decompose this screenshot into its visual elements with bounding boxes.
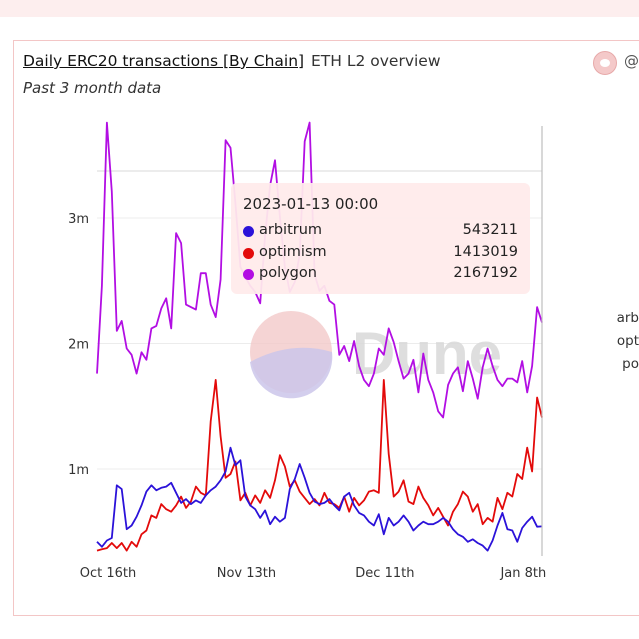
chart-description: Past 3 month data bbox=[23, 79, 162, 97]
hover-tooltip: 2023-01-13 00:00 arbitrum 543211 optimis… bbox=[231, 183, 530, 294]
y-tick-label: 2m bbox=[68, 338, 89, 353]
optimism-dot-icon bbox=[243, 248, 254, 259]
legend-item-optimism[interactable]: opt bbox=[616, 333, 639, 349]
tooltip-series-name: optimism bbox=[259, 244, 327, 260]
x-tick-label: Oct 16th bbox=[80, 566, 137, 581]
dune-logo-wave bbox=[250, 347, 333, 399]
x-tick-label: Jan 8th bbox=[499, 566, 546, 581]
tooltip-series-value: 1413019 bbox=[453, 244, 518, 260]
dashboard-subtitle: ETH L2 overview bbox=[311, 52, 441, 70]
tooltip-series-name: arbitrum bbox=[259, 222, 323, 238]
user-avatar[interactable] bbox=[593, 51, 617, 75]
series-line-optimism[interactable] bbox=[96, 378, 543, 552]
x-tick-label: Nov 13th bbox=[217, 566, 276, 581]
legend-item-arbitrum[interactable]: arb bbox=[616, 310, 639, 326]
polygon-dot-icon bbox=[243, 269, 254, 280]
series-line-arbitrum[interactable] bbox=[96, 446, 543, 552]
tooltip-series-name: polygon bbox=[259, 265, 317, 281]
y-tick-label: 1m bbox=[68, 463, 89, 478]
tooltip-row-optimism: optimism 1413019 bbox=[243, 244, 518, 264]
tooltip-row-polygon: polygon 2167192 bbox=[243, 265, 518, 285]
x-tick-label: Dec 11th bbox=[355, 566, 414, 581]
tooltip-row-arbitrum: arbitrum 543211 bbox=[243, 222, 518, 242]
chart-title-link[interactable]: Daily ERC20 transactions [By Chain] bbox=[23, 52, 305, 70]
top-banner bbox=[0, 0, 639, 17]
tooltip-series-value: 543211 bbox=[462, 222, 518, 238]
arbitrum-dot-icon bbox=[243, 226, 254, 237]
user-handle[interactable]: @ bbox=[624, 52, 639, 70]
tooltip-date: 2023-01-13 00:00 bbox=[243, 195, 379, 213]
tooltip-series-value: 2167192 bbox=[453, 265, 518, 281]
legend-item-polygon[interactable]: po bbox=[622, 356, 639, 372]
y-tick-label: 3m bbox=[68, 212, 89, 227]
